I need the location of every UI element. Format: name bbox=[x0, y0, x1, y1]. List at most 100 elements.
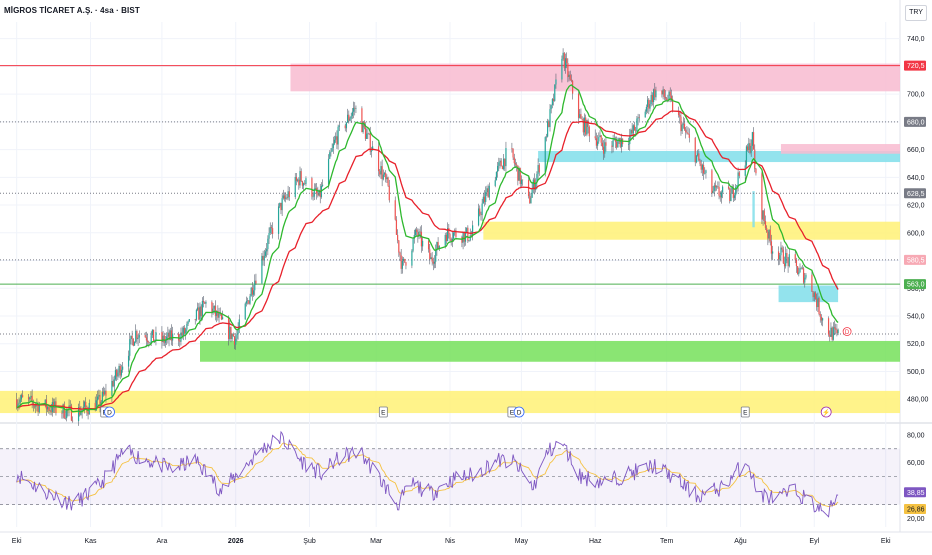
candle-body bbox=[550, 105, 552, 110]
candle-body bbox=[322, 184, 324, 186]
candle-body bbox=[280, 202, 282, 211]
candle-body bbox=[345, 122, 348, 129]
candle-body bbox=[347, 114, 349, 123]
candle-body bbox=[488, 185, 490, 198]
candle-body bbox=[287, 191, 289, 199]
candle-body bbox=[701, 164, 703, 170]
time-tick-label: Haz bbox=[589, 538, 602, 545]
candle-body bbox=[170, 330, 173, 341]
candle-body bbox=[182, 327, 184, 336]
candle-body bbox=[761, 173, 763, 220]
candle-body bbox=[451, 238, 453, 241]
candle-body bbox=[554, 84, 556, 101]
candle-body bbox=[735, 187, 737, 196]
candle-body bbox=[120, 369, 123, 376]
candle-body bbox=[736, 185, 738, 188]
zone-rect bbox=[752, 191, 755, 228]
price-tick-label: 700,0 bbox=[907, 92, 925, 99]
horizontal-lines-layer bbox=[0, 65, 900, 335]
candle-body bbox=[169, 330, 171, 340]
candle-body bbox=[498, 162, 500, 166]
rsi-label-text: 26,86 bbox=[907, 507, 925, 514]
candle-body bbox=[598, 137, 600, 142]
candle-body bbox=[637, 117, 639, 119]
candle-body bbox=[744, 165, 746, 176]
candle-body bbox=[836, 329, 838, 334]
candle-body bbox=[66, 409, 68, 419]
candle-body bbox=[733, 195, 736, 198]
candle-body bbox=[817, 297, 819, 308]
price-label-box bbox=[904, 279, 926, 290]
candle-body bbox=[420, 231, 423, 247]
currency-button[interactable]: TRY bbox=[905, 5, 927, 21]
candle-body bbox=[694, 137, 696, 163]
candle-body bbox=[666, 98, 668, 101]
candle-body bbox=[112, 380, 114, 387]
candle-body bbox=[652, 89, 655, 103]
candle-body bbox=[361, 108, 363, 133]
candle-body bbox=[762, 210, 764, 220]
candle-body bbox=[122, 366, 124, 370]
candle-body bbox=[245, 301, 248, 304]
candle-body bbox=[748, 143, 750, 151]
price-label-text: 580,5 bbox=[907, 257, 925, 264]
dividend-marker bbox=[104, 406, 115, 418]
candle-body bbox=[545, 136, 548, 138]
candle-body bbox=[552, 98, 555, 101]
candle-body bbox=[95, 400, 98, 411]
candle-body bbox=[398, 240, 400, 253]
candle-body bbox=[51, 402, 53, 413]
event-label: E bbox=[510, 410, 515, 417]
event-label: D bbox=[107, 410, 112, 417]
candle-body bbox=[804, 277, 806, 283]
candle-body bbox=[205, 301, 207, 304]
moving-averages-layer bbox=[16, 84, 839, 413]
candle-body bbox=[416, 229, 418, 233]
rsi-tick-label: 20,00 bbox=[907, 516, 925, 523]
candle-body bbox=[38, 404, 40, 413]
candle-body bbox=[263, 255, 265, 261]
candle-body bbox=[131, 335, 133, 340]
candle-body bbox=[814, 292, 817, 299]
time-tick-label: Tem bbox=[660, 538, 673, 545]
candle-body bbox=[538, 165, 540, 173]
candle-body bbox=[816, 298, 818, 308]
time-tick-label: Mar bbox=[370, 538, 383, 545]
dividend-marker bbox=[842, 327, 852, 336]
candle-body bbox=[579, 114, 581, 118]
candle-body bbox=[372, 146, 374, 151]
candle-body bbox=[764, 220, 767, 229]
candle-body bbox=[551, 98, 553, 106]
zone-rect bbox=[200, 340, 900, 362]
price-tick-label: 560,0 bbox=[907, 286, 925, 293]
candle-body bbox=[827, 318, 830, 335]
candle-body bbox=[335, 136, 337, 140]
candle-body bbox=[37, 403, 39, 413]
candle-body bbox=[777, 251, 780, 260]
candle-body bbox=[236, 334, 238, 339]
candle-body bbox=[217, 310, 219, 318]
candle-body bbox=[54, 401, 56, 409]
candle-body bbox=[302, 183, 305, 186]
candle-body bbox=[717, 186, 719, 187]
candle-body bbox=[350, 115, 352, 119]
candle-body bbox=[195, 309, 198, 320]
candle-body bbox=[638, 117, 640, 118]
candle-body bbox=[198, 307, 200, 320]
candle-body bbox=[786, 252, 788, 258]
candle-body bbox=[605, 142, 607, 146]
candle-body bbox=[433, 261, 436, 264]
fast-moving-average bbox=[16, 84, 839, 413]
time-tick-label: May bbox=[515, 538, 529, 545]
candle-body bbox=[385, 173, 387, 180]
candle-body bbox=[313, 188, 315, 197]
candle-body bbox=[47, 406, 49, 410]
candle-body bbox=[481, 203, 483, 216]
candle-body bbox=[668, 91, 670, 101]
candle-body bbox=[812, 291, 814, 298]
candle-body bbox=[411, 250, 413, 266]
candle-body bbox=[318, 189, 320, 196]
candle-body bbox=[213, 305, 215, 309]
